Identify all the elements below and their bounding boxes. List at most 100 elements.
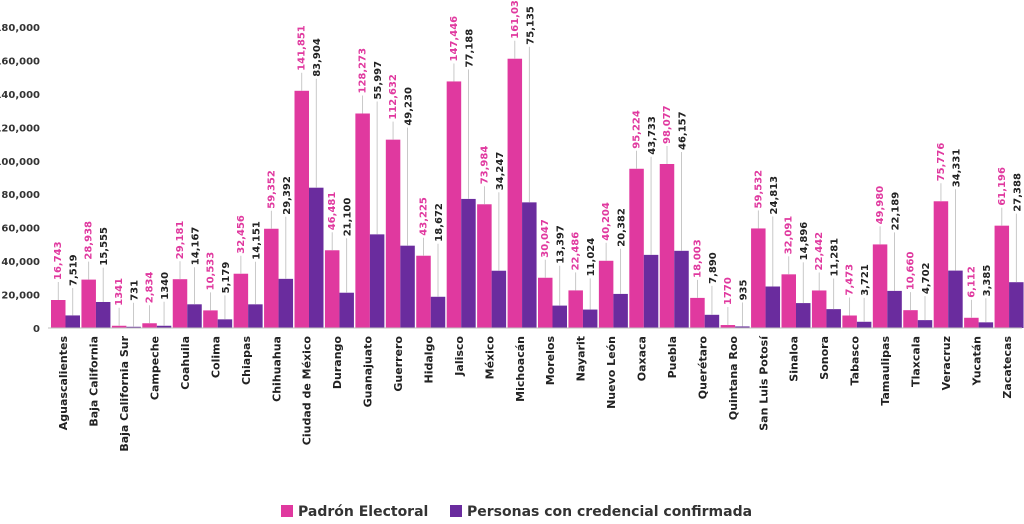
y-axis: 0 20,000 40,000 60,000 80,000 100,000 120,000 1… [0,23,40,335]
data-label-padron: 29,181 [175,221,186,260]
data-label-credencial: 15,555 [99,227,110,266]
bar-padron-electoral[interactable] [690,297,705,328]
category-label: Campeche [149,336,162,400]
bar-padron-electoral[interactable] [51,300,66,328]
bar-credencial-confirmada[interactable] [95,301,111,328]
bar-padron-electoral[interactable] [142,323,157,328]
data-label-credencial: 18,672 [434,203,445,242]
bar-padron-electoral[interactable] [385,139,401,328]
bar-credencial-confirmada[interactable] [65,315,81,328]
bar-padron-electoral[interactable] [659,163,675,328]
category-label: San Luis Potosí [757,335,770,431]
data-label-padron: 40,204 [601,202,612,241]
data-label-credencial: 5,179 [221,262,232,294]
bar-credencial-confirmada[interactable] [248,304,263,328]
bar-padron-electoral[interactable] [720,325,736,328]
bar-credencial-confirmada[interactable] [369,234,385,328]
bar-padron-electoral[interactable] [81,279,96,328]
bar-credencial-confirmada[interactable] [917,320,933,328]
bar-credencial-confirmada[interactable] [461,198,476,328]
category-label: Sonora [818,336,831,380]
bar-padron-electoral[interactable] [933,201,949,328]
bar-padron-electoral[interactable] [538,277,553,328]
y-tick-label: 180,000 [0,23,40,34]
bar-credencial-confirmada[interactable] [1009,282,1024,328]
data-label-credencial: 24,813 [769,176,780,215]
bar-credencial-confirmada[interactable] [796,303,811,328]
data-label-padron: 43,225 [419,197,430,236]
data-label-credencial: 29,392 [282,176,293,215]
bar-credencial-confirmada[interactable] [126,326,141,328]
data-label-credencial: 22,189 [891,192,902,231]
bar-credencial-confirmada[interactable] [765,286,781,328]
bar-padron-electoral[interactable] [172,279,188,328]
bar-credencial-confirmada[interactable] [309,187,324,328]
bar-padron-electoral[interactable] [781,274,797,328]
x-axis: Aguascalientes Baja California Baja Califo… [48,327,1022,452]
bar-padron-electoral[interactable] [598,260,614,328]
bar-padron-electoral[interactable] [842,315,857,328]
data-label-credencial: 3,721 [860,264,871,296]
bar-credencial-confirmada[interactable] [522,202,537,328]
category-label: Chiapas [240,336,253,385]
bar-credencial-confirmada[interactable] [704,314,720,328]
bar-credencial-confirmada[interactable] [643,254,659,328]
data-label-credencial: 11,024 [586,238,597,277]
bar-credencial-confirmada[interactable] [978,322,994,328]
data-label-padron: 147,446 [449,16,460,62]
bar-credencial-confirmada[interactable] [217,319,233,328]
data-label-padron: 95,224 [632,110,643,149]
legend-label-credencial[interactable]: Personas con credencial confirmada [467,504,752,520]
category-label: Sinaloa [788,336,801,382]
bar-padron-electoral[interactable] [751,228,766,328]
bar-padron-electoral[interactable] [964,317,979,328]
bar-credencial-confirmada[interactable] [674,250,689,328]
bar-credencial-confirmada[interactable] [430,296,446,328]
bar-padron-electoral[interactable] [568,290,583,328]
bar-credencial-confirmada[interactable] [887,290,902,328]
data-label-credencial: 55,997 [373,61,384,100]
bar-padron-electoral[interactable] [903,310,918,328]
category-label: Chihuahua [270,336,283,402]
bar-credencial-confirmada[interactable] [856,321,872,328]
bar-padron-electoral[interactable] [203,310,218,328]
bar-credencial-confirmada[interactable] [826,309,841,328]
data-label-padron: 59,532 [753,170,764,209]
bar-padron-electoral[interactable] [233,273,249,328]
bar-credencial-confirmada[interactable] [948,270,963,328]
y-tick-label: 100,000 [0,157,40,168]
category-label: México [483,336,496,380]
bar-credencial-confirmada[interactable] [400,245,415,328]
data-label-credencial: 20,382 [617,208,628,247]
bar-padron-electoral[interactable] [355,113,370,328]
bar-padron-electoral[interactable] [294,90,310,328]
data-label-padron: 1770 [723,277,734,305]
bar-credencial-confirmada[interactable] [339,292,354,328]
category-label: Oaxaca [636,336,649,381]
bar-padron-electoral[interactable] [111,325,127,328]
y-tick-label: 140,000 [0,90,40,101]
bar-padron-electoral[interactable] [446,81,462,328]
category-label: Tamaulipas [879,336,892,406]
bar-padron-electoral[interactable] [416,255,431,328]
bar-padron-electoral[interactable] [324,250,340,328]
bar-credencial-confirmada[interactable] [552,305,568,328]
bar-padron-electoral[interactable] [477,204,492,328]
bar-padron-electoral[interactable] [994,225,1010,328]
data-label-credencial: 46,157 [678,111,689,150]
bar-credencial-confirmada[interactable] [491,270,507,328]
category-label: Quintana Roo [727,336,740,421]
bar-padron-electoral[interactable] [264,228,279,328]
bar-credencial-confirmada[interactable] [278,278,294,328]
data-label-credencial: 49,230 [404,87,415,126]
bar-credencial-confirmada[interactable] [582,309,598,328]
bar-credencial-confirmada[interactable] [735,326,750,328]
bar-padron-electoral[interactable] [811,290,827,328]
bar-credencial-confirmada[interactable] [187,304,202,328]
bar-credencial-confirmada[interactable] [613,293,628,328]
bar-padron-electoral[interactable] [629,168,644,328]
bar-padron-electoral[interactable] [507,58,523,328]
bar-credencial-confirmada[interactable] [156,325,172,328]
legend-label-padron[interactable]: Padrón Electoral [298,504,428,520]
bar-padron-electoral[interactable] [872,244,888,328]
